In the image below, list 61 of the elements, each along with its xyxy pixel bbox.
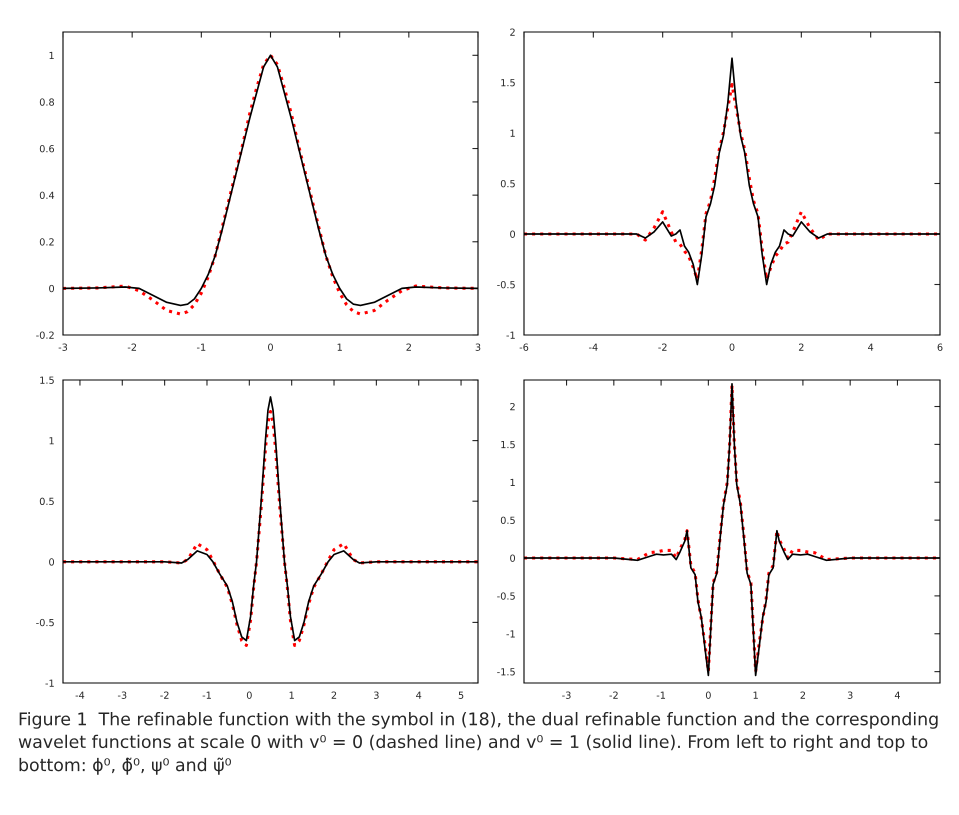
x-tick-label: -1 <box>202 692 211 699</box>
y-tick-label: 1.5 <box>501 79 515 86</box>
y-tick-label: -0.5 <box>497 592 515 600</box>
y-tick-label: 0.8 <box>40 98 54 106</box>
y-tick-label: 2 <box>510 402 515 410</box>
x-tick-label: -2 <box>609 692 618 699</box>
x-tick-label: -2 <box>128 344 136 351</box>
x-tick-label: 4 <box>416 692 422 699</box>
x-tick-label: 0 <box>268 344 273 351</box>
y-tick-label: -0.2 <box>36 331 54 339</box>
x-tick-label: 3 <box>476 344 480 351</box>
x-tick-label: 2 <box>800 692 806 699</box>
y-tick-label: 0 <box>49 284 54 292</box>
x-tick-label: -3 <box>118 692 126 699</box>
y-tick-label: 1.5 <box>40 376 54 384</box>
y-tick-label: 1 <box>50 437 54 444</box>
y-tick-label: 0 <box>49 558 54 566</box>
y-tick-label: -1 <box>45 680 54 687</box>
x-tick-label: 0 <box>706 692 711 699</box>
y-tick-label: -0.5 <box>36 618 54 626</box>
y-tick-label: 0.5 <box>500 180 515 188</box>
y-tick-label: 1 <box>50 52 54 59</box>
x-tick-label: 2 <box>406 344 411 351</box>
y-tick-label: 0.4 <box>40 192 54 199</box>
x-tick-label: -1 <box>196 344 206 351</box>
y-tick-label: -1 <box>506 630 515 638</box>
y-tick-label: 1.5 <box>501 440 515 448</box>
caption: Figure 1 The refinable function with the symbol in (18), the dual refinable function and the corresponding wavelet functions at scale 0 with v⁰ = 0 (dashed line) and v⁰ = 1 (solid line). From left to right and top to bottom: ϕ⁰, ϕ̃⁰, ψ⁰ and ψ̃⁰ <box>18 712 938 775</box>
y-tick-label: 0 <box>510 554 516 562</box>
y-tick-label: 0.2 <box>40 238 54 246</box>
x-tick-label: 5 <box>458 692 464 699</box>
y-tick-label: 1 <box>510 478 515 486</box>
y-tick-label: -0.5 <box>497 280 515 288</box>
x-tick-label: 3 <box>848 692 852 699</box>
y-tick-label: 0.5 <box>40 498 54 506</box>
x-tick-label: 0 <box>730 344 734 351</box>
x-tick-label: 2 <box>798 344 804 351</box>
x-tick-label: -3 <box>562 692 571 699</box>
x-tick-label: 0 <box>246 692 252 699</box>
x-tick-label: 1 <box>754 692 758 699</box>
x-tick-label: -2 <box>658 344 667 351</box>
x-tick-label: 4 <box>868 344 874 351</box>
x-tick-label: 1 <box>290 692 294 699</box>
x-tick-label: 6 <box>938 344 942 351</box>
x-tick-label: -3 <box>58 344 68 351</box>
x-tick-label: -4 <box>76 692 84 699</box>
y-tick-label: 1 <box>510 130 515 137</box>
x-tick-label: -6 <box>520 344 528 351</box>
y-tick-label: 2 <box>510 28 515 36</box>
y-tick-label: 0.5 <box>500 516 515 524</box>
x-tick-label: -1 <box>656 692 666 699</box>
x-tick-label: -2 <box>160 692 169 699</box>
x-tick-label: 3 <box>374 692 379 699</box>
y-tick-label: 0 <box>510 230 516 238</box>
y-tick-label: -1.5 <box>497 668 515 676</box>
y-tick-label: -1 <box>506 332 515 339</box>
x-tick-label: -4 <box>588 344 598 351</box>
x-tick-label: 4 <box>894 692 900 699</box>
y-tick-label: 0.6 <box>40 145 54 152</box>
x-tick-label: 2 <box>332 692 336 699</box>
x-tick-label: 1 <box>338 344 342 351</box>
